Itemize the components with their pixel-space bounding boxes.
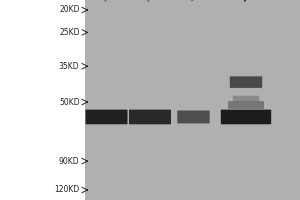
- Text: 120KD: 120KD: [54, 186, 80, 194]
- FancyBboxPatch shape: [228, 101, 264, 109]
- FancyBboxPatch shape: [230, 76, 262, 88]
- Text: K562: K562: [144, 0, 164, 3]
- Text: 90KD: 90KD: [59, 157, 80, 166]
- FancyBboxPatch shape: [233, 96, 259, 102]
- Text: 50KD: 50KD: [59, 98, 80, 107]
- FancyBboxPatch shape: [221, 110, 271, 124]
- Text: Raji: Raji: [187, 0, 204, 3]
- Text: 20KD: 20KD: [59, 5, 80, 15]
- Bar: [85, 0, 300, 200]
- FancyBboxPatch shape: [177, 110, 210, 123]
- Text: 35KD: 35KD: [59, 62, 80, 71]
- FancyBboxPatch shape: [85, 110, 128, 124]
- Text: Hela: Hela: [100, 0, 119, 3]
- FancyBboxPatch shape: [129, 110, 171, 124]
- Text: 25KD: 25KD: [59, 28, 80, 37]
- Text: 293: 293: [240, 0, 256, 3]
